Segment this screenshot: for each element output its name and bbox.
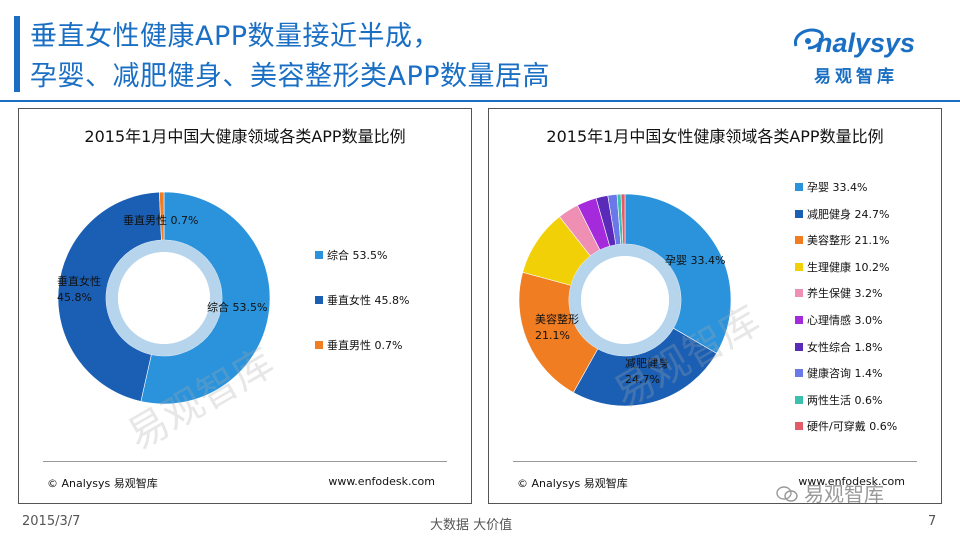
- left-footer-divider: [43, 461, 447, 462]
- legend-item-1: 孕婴 33.4%: [795, 181, 867, 195]
- left-donut-chart: 综合 53.5% 垂直女性 45.8% 垂直男性 0.7%: [57, 191, 271, 405]
- legend-label-10: 硬件/可穿戴 0.6%: [807, 420, 898, 434]
- legend-swatch-3: [315, 341, 323, 349]
- legend-item-10: 硬件/可穿戴 0.6%: [795, 420, 897, 434]
- legend-swatch-4: [795, 262, 803, 271]
- legend-item-6: 心理情感 3.0%: [795, 314, 882, 328]
- wechat-label: 易观智库: [804, 482, 884, 506]
- legend-item-4: 生理健康 10.2%: [795, 261, 889, 275]
- legend-swatch-2: [315, 296, 323, 304]
- right-donut-chart: 孕婴 33.4% 减肥健身 24.7% 美容整形 21.1%: [518, 193, 732, 407]
- legend-item-2: 减肥健身 24.7%: [795, 208, 889, 222]
- legend-label-8: 健康咨询 1.4%: [807, 367, 883, 381]
- legend-swatch-5: [795, 289, 803, 298]
- legend-label-3: 垂直男性 0.7%: [327, 339, 403, 352]
- legend-label-2: 垂直女性 45.8%: [327, 294, 410, 307]
- legend-item-7: 女性综合 1.8%: [795, 341, 882, 355]
- header-divider: [0, 100, 960, 102]
- footer-date: 2015/3/7: [22, 514, 81, 529]
- left-chart-panel: 2015年1月中国大健康领域各类APP数量比例 综合 53.5% 垂直女性 45.8…: [18, 108, 472, 504]
- legend-item-3: 美容整形 21.1%: [795, 234, 889, 248]
- logo-swoosh-icon: [793, 28, 824, 50]
- page-title-line2: 孕婴、减肥健身、美容整形类APP数量居高: [30, 61, 551, 92]
- wechat-icon: [776, 485, 798, 502]
- legend-label-4: 生理健康 10.2%: [807, 260, 890, 274]
- legend-item-3: 垂直男性 0.7%: [315, 339, 402, 353]
- donut-hole: [581, 256, 669, 344]
- legend-swatch-3: [795, 236, 803, 245]
- legend-item-9: 两性生活 0.6%: [795, 394, 882, 408]
- legend-item-2: 垂直女性 45.8%: [315, 294, 409, 308]
- right-source-text: © Analysys 易观智库: [517, 477, 628, 490]
- legend-label-3: 美容整形 21.1%: [807, 234, 890, 248]
- legend-label-1: 孕婴 33.4%: [807, 181, 868, 194]
- donut-hole: [118, 252, 210, 344]
- wechat-watermark: 易观智库: [776, 478, 884, 507]
- right-url-text: www.enfodesk.com: [798, 475, 905, 488]
- logo-brand-en: nalysys: [816, 28, 916, 58]
- legend-swatch-2: [795, 209, 803, 218]
- logo-brand-cn: 易观智库: [814, 67, 898, 87]
- legend-swatch-6: [795, 316, 803, 324]
- legend-label-7: 女性综合 1.8%: [807, 340, 883, 354]
- legend-swatch-7: [795, 342, 803, 351]
- left-source-text: © Analysys 易观智库: [47, 477, 158, 490]
- left-url-text: www.enfodesk.com: [328, 475, 435, 488]
- legend-swatch-9: [795, 395, 803, 404]
- inner-ring: [569, 244, 681, 356]
- data-label-1: 孕婴 33.4%: [665, 254, 725, 267]
- data-label-2: 垂直女性 45.8%: [57, 274, 101, 304]
- left-chart-title: 2015年1月中国大健康领域各类APP数量比例: [84, 127, 406, 146]
- legend-swatch-8: [795, 369, 803, 378]
- page-title-line1: 垂直女性健康APP数量接近半成，: [30, 21, 441, 52]
- right-chart-title: 2015年1月中国女性健康领域各类APP数量比例: [546, 127, 884, 146]
- analysys-logo: nalysys 易观智库: [790, 24, 940, 88]
- right-chart-panel: 2015年1月中国女性健康领域各类APP数量比例 孕婴 33.4% 减肥健身 24.…: [488, 108, 942, 504]
- legend-label-1: 综合 53.5%: [327, 249, 388, 262]
- legend-label-2: 减肥健身 24.7%: [807, 207, 890, 221]
- legend-item-5: 养生保健 3.2%: [795, 287, 882, 301]
- data-label-3: 美容整形 21.1%: [535, 312, 579, 342]
- legend-swatch-1: [315, 251, 323, 259]
- right-footer-divider: [513, 461, 917, 462]
- inner-ring: [106, 240, 222, 356]
- legend-swatch-1: [795, 183, 803, 191]
- data-label-2: 减肥健身 24.7%: [625, 356, 669, 386]
- page-number: 7: [928, 514, 937, 529]
- title-accent-bar: [14, 16, 20, 92]
- footer-slogan: 大数据 大价值: [430, 518, 513, 533]
- legend-label-9: 两性生活 0.6%: [807, 393, 883, 407]
- data-label-1: 综合 53.5%: [207, 300, 267, 314]
- data-label-3: 垂直男性 0.7%: [123, 213, 198, 227]
- legend-label-5: 养生保健 3.2%: [807, 287, 883, 301]
- legend-item-8: 健康咨询 1.4%: [795, 367, 882, 381]
- legend-item-1: 综合 53.5%: [315, 249, 387, 263]
- legend-label-6: 心理情感 3.0%: [807, 314, 883, 327]
- legend-swatch-10: [795, 422, 803, 431]
